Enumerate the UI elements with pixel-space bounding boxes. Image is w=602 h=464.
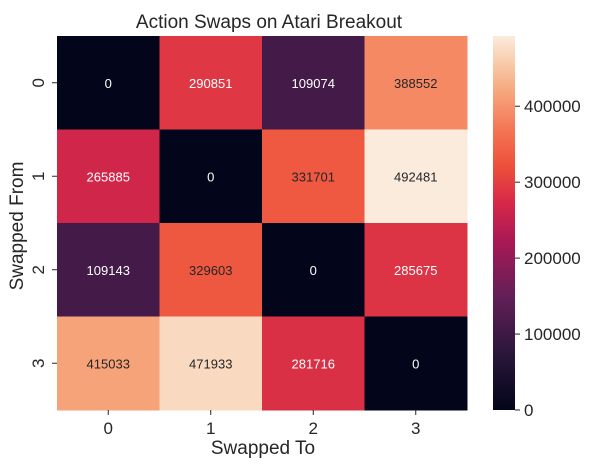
cell-value-label: 0	[310, 263, 317, 278]
cell-value-label: 0	[412, 356, 419, 371]
heatmap-cell	[57, 129, 160, 224]
colorbar-tick-label: 300000	[524, 173, 581, 192]
heatmap-cell	[159, 223, 263, 317]
heatmap-cells	[57, 36, 468, 411]
y-axis-label: Swapped From	[7, 162, 28, 291]
x-axis-ticks: 0 1 2 3	[104, 410, 420, 438]
cell-value-label: 290851	[189, 76, 232, 91]
heatmap-cell	[262, 223, 365, 317]
y-tick-label: 2	[29, 265, 48, 274]
cell-value-label: 265885	[87, 169, 130, 184]
x-tick-label: 0	[104, 419, 113, 438]
colorbar-tick-label: 400000	[524, 97, 581, 116]
heatmap-cell	[57, 36, 160, 130]
heatmap-cell	[364, 223, 468, 317]
cell-value-label: 415033	[87, 356, 130, 371]
cell-value-label: 109143	[87, 263, 130, 278]
y-tick-label: 3	[29, 359, 48, 368]
heatmap-cell	[57, 316, 160, 411]
colorbar-tick-label: 100000	[524, 325, 581, 344]
heatmap-cell	[364, 129, 468, 224]
cell-value-label: 492481	[394, 169, 437, 184]
heatmap-cell	[159, 129, 263, 224]
x-axis-label: Swapped To	[211, 438, 315, 459]
colorbar	[493, 36, 515, 410]
cell-value-label: 281716	[292, 356, 335, 371]
heatmap-cell	[364, 36, 468, 130]
cell-value-label: 331701	[292, 169, 335, 184]
heatmap-cell	[262, 36, 365, 130]
cell-value-label: 285675	[394, 263, 437, 278]
cell-value-label: 329603	[189, 263, 232, 278]
heatmap-cell	[159, 316, 263, 411]
chart-title: Action Swaps on Atari Breakout	[136, 12, 403, 33]
y-tick-label: 0	[29, 78, 48, 87]
cell-value-label: 0	[105, 76, 112, 91]
cell-value-label: 109074	[292, 76, 335, 91]
heatmap-cell	[364, 316, 468, 411]
x-tick-label: 2	[309, 419, 318, 438]
y-tick-label: 1	[29, 172, 48, 181]
x-tick-label: 1	[206, 419, 215, 438]
colorbar-ticks: 0 100000 200000 300000 400000	[515, 97, 581, 420]
cell-value-label: 388552	[394, 76, 437, 91]
heatmap-cell	[159, 36, 263, 130]
colorbar-tick-label: 200000	[524, 249, 581, 268]
colorbar-tick-label: 0	[524, 401, 533, 420]
heatmap-cell	[262, 316, 365, 411]
heatmap-cell-labels: 0 290851 109074 388552 265885 0 331701 492481 10…	[87, 76, 438, 372]
heatmap-cell	[57, 223, 160, 317]
cell-value-label: 0	[207, 169, 214, 184]
x-tick-label: 3	[411, 419, 420, 438]
heatmap-cell	[262, 129, 365, 224]
y-axis-ticks: 0 1 2 3	[29, 78, 57, 368]
cell-value-label: 471933	[189, 356, 232, 371]
